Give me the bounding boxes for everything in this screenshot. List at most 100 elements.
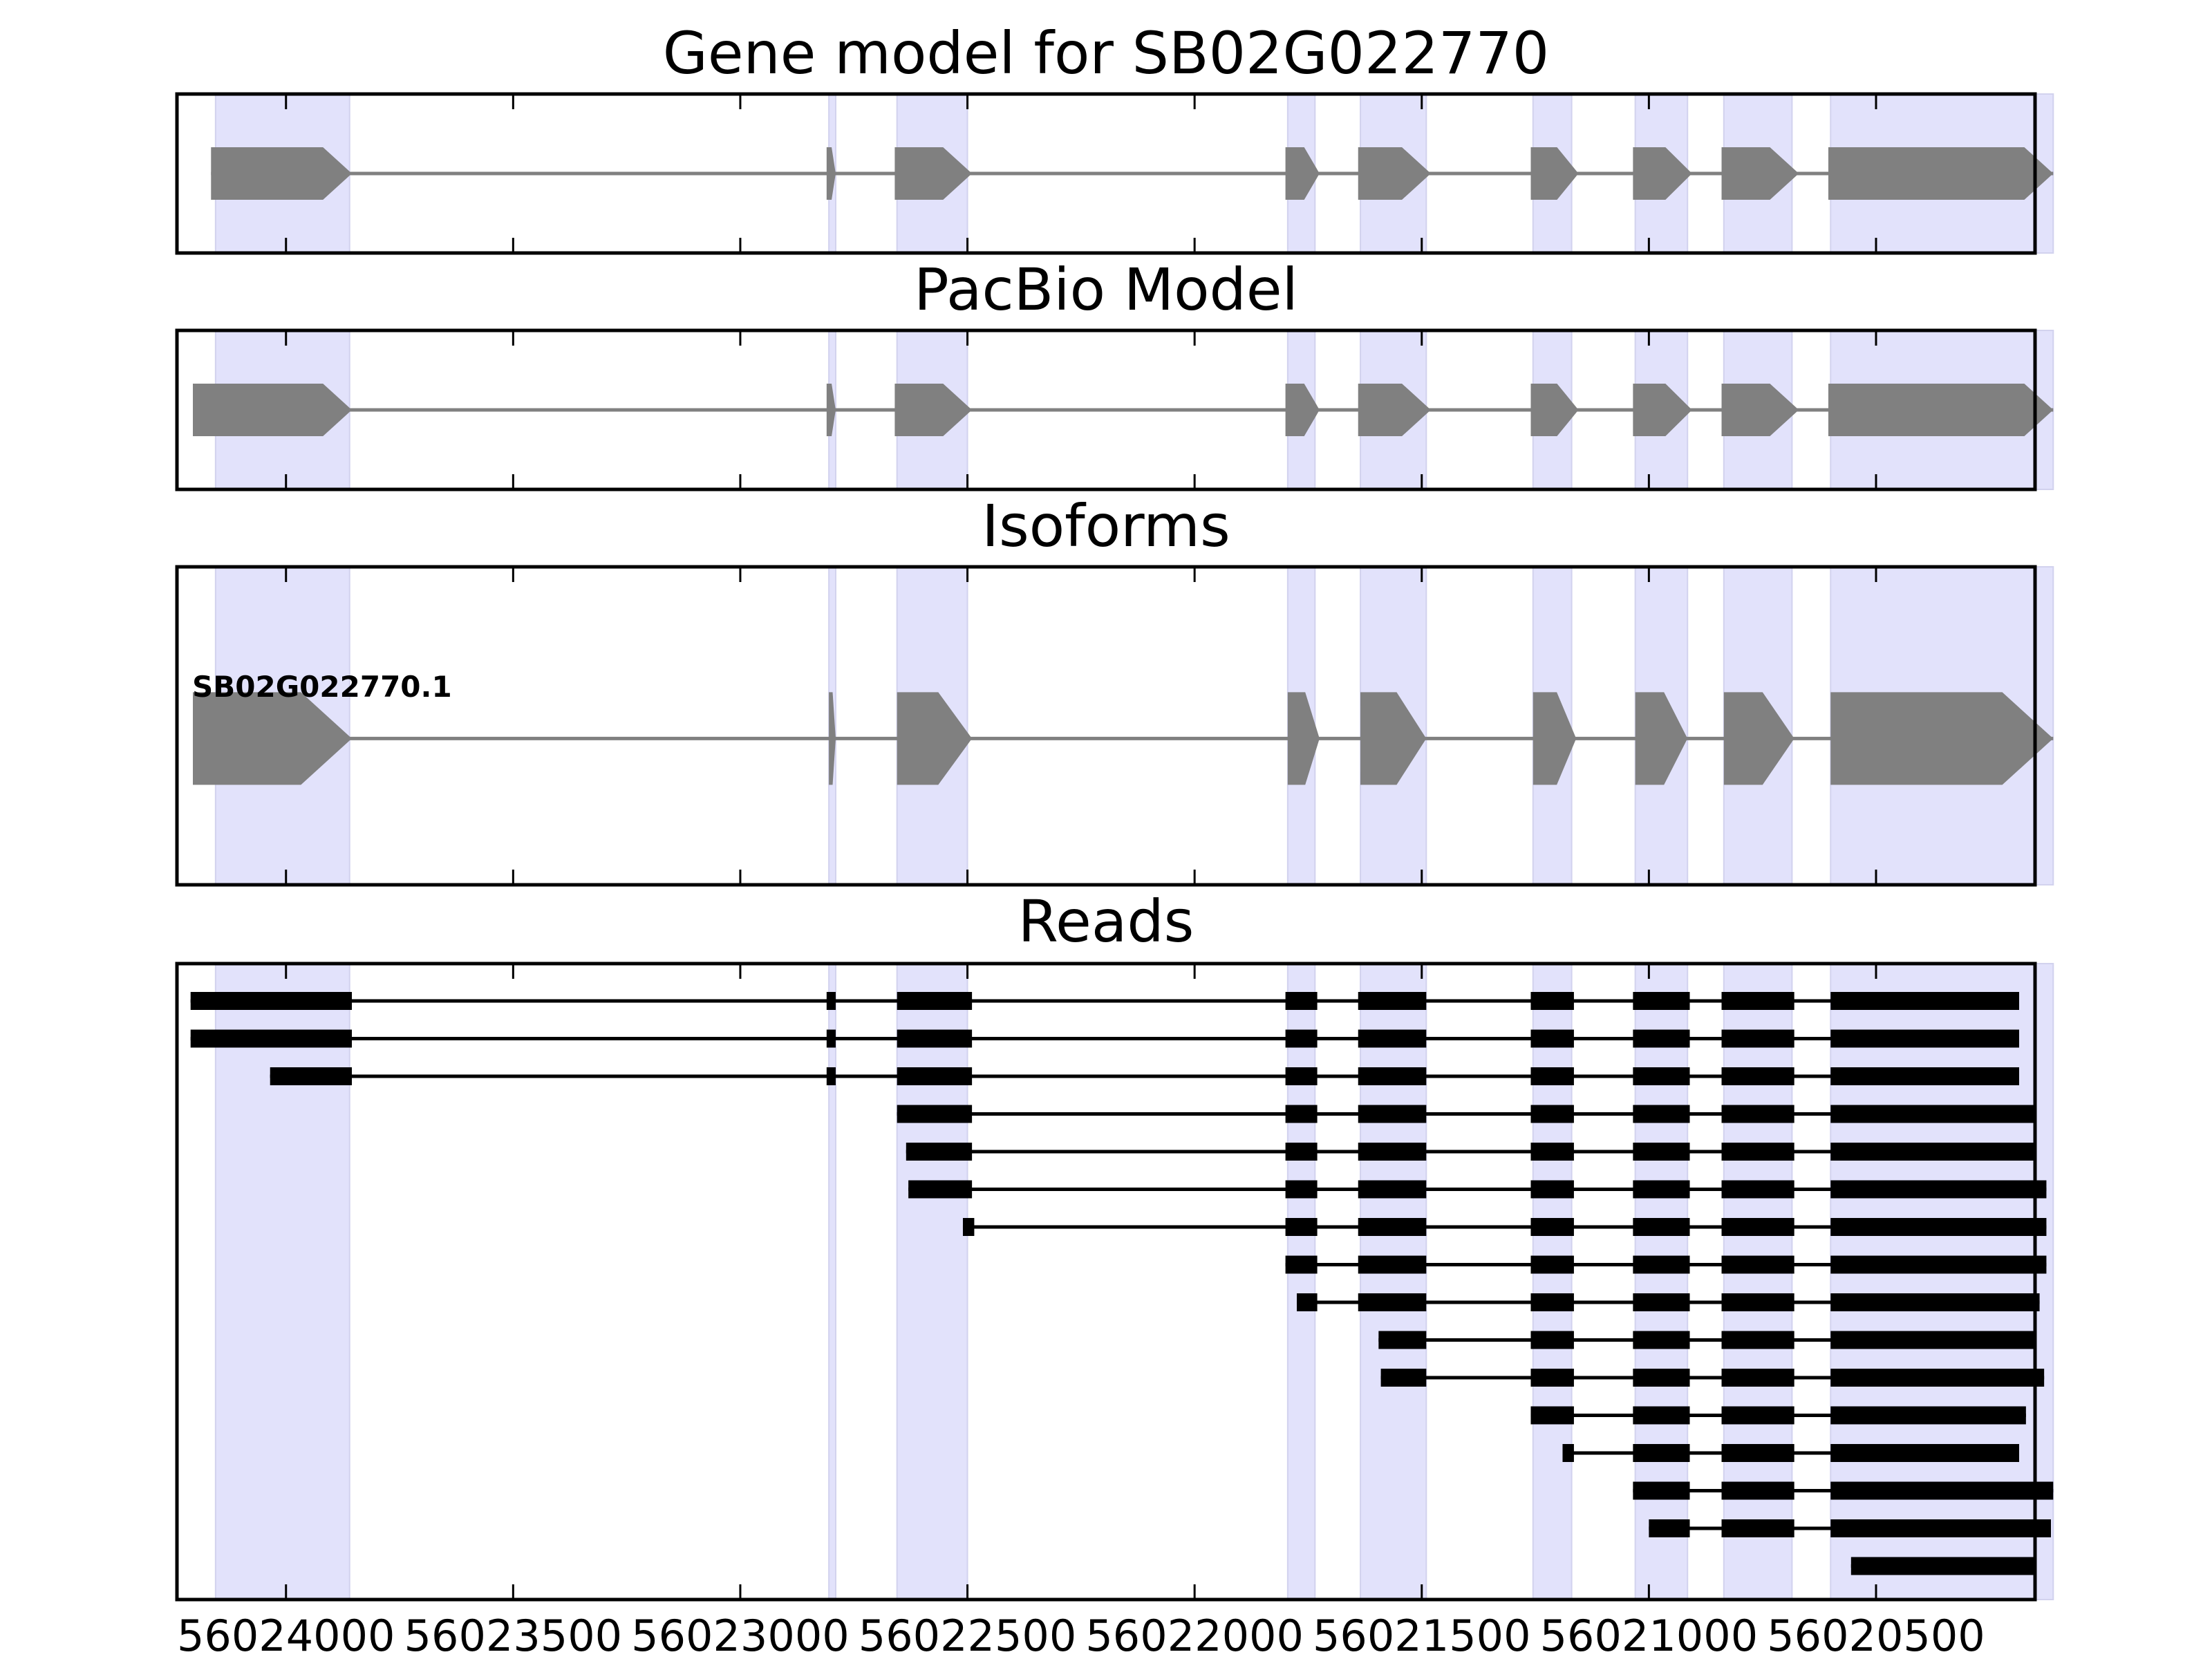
read-block [1530,1067,1574,1085]
read-block [1530,1143,1574,1161]
panel-title-pacbio-model: PacBio Model [914,256,1298,324]
read-block [826,1067,836,1085]
exon-arrow [1360,692,1427,785]
panel-title-gene-model: Gene model for SB02G022770 [663,19,1549,87]
x-tick-label: 56021000 [1540,1611,1759,1659]
read-block [897,1067,973,1085]
read-block [1530,1406,1574,1425]
read-block [1721,1180,1794,1199]
read-block [1378,1331,1427,1349]
read-block [1633,1218,1690,1236]
read-row [1285,1255,2047,1274]
panel-isoforms: SB02G022770.1 [175,565,2054,887]
exon-arrow [1828,147,2054,200]
read-block [1721,1369,1794,1387]
read-block [1633,1029,1690,1048]
read-block [1721,1481,1794,1500]
read-block [190,1029,353,1048]
read-row [962,1218,2047,1236]
exon-arrow [1828,384,2054,436]
x-tick-label: 56021500 [1313,1611,1531,1659]
read-row [190,992,2019,1010]
exon-arrow [897,692,973,785]
read-block [1721,1406,1794,1425]
panel-pacbio-model [175,328,2054,491]
read-block [826,992,836,1010]
read-block [1633,1369,1690,1387]
exon-arrow [894,384,973,436]
read-block [1285,1218,1318,1236]
exon-arrow [1285,384,1320,436]
read-block [1830,1255,2047,1274]
exon-arrow [1358,384,1431,436]
read-row [906,1143,2035,1161]
highlight-band [1360,963,1427,1600]
read-row [1562,1444,2019,1462]
read-block [1721,1293,1794,1311]
read-block [1721,1255,1794,1274]
read-block [962,1218,975,1236]
read-block [1633,992,1690,1010]
exon-arrow [1635,692,1688,785]
read-block [1633,1331,1690,1349]
read-block [1530,1218,1574,1236]
read-block [1830,1180,2047,1199]
exon-arrow [826,147,836,200]
read-block [1649,1519,1690,1537]
read-row [1850,1557,2035,1575]
read-row [908,1180,2047,1199]
read-block [1633,1293,1690,1311]
read-block [1721,992,1794,1010]
read-block [1633,1105,1690,1123]
read-block [1830,1369,2045,1387]
x-tick-label: 56023500 [404,1611,623,1659]
x-tick-label: 56024000 [177,1611,395,1659]
x-tick-label: 56022500 [859,1611,1077,1659]
read-block [1285,1029,1318,1048]
read-block [1530,1369,1574,1387]
read-block [1562,1444,1574,1462]
exon-arrow [1285,147,1320,200]
x-tick-label: 56020500 [1767,1611,1985,1659]
read-row [1297,1293,2040,1311]
read-block [1830,1105,2035,1123]
panel-frame [175,565,2037,887]
read-block [1830,1406,2026,1425]
exon-arrow [1633,147,1692,200]
highlight-band [828,963,836,1600]
read-block [1721,1331,1794,1349]
panel-gene-model [175,92,2054,255]
read-row [190,1029,2019,1048]
read-block [190,992,353,1010]
exon-arrow [1530,147,1579,200]
read-block [1285,1067,1318,1085]
read-block [1285,1255,1318,1274]
x-tick-label: 56023000 [631,1611,850,1659]
read-row [897,1105,2035,1123]
read-block [1358,1218,1427,1236]
read-block [1721,1143,1794,1161]
panel-title-isoforms: Isoforms [982,492,1230,560]
read-block [1285,1143,1318,1161]
highlight-band [1532,963,1573,1600]
highlight-band [1286,963,1316,1600]
read-block [1721,1444,1794,1462]
read-block [897,992,973,1010]
read-block [826,1029,836,1048]
exon-arrow [1530,384,1579,436]
panel-reads [175,962,2054,1602]
read-block [1633,1067,1690,1085]
exon-arrow [826,384,836,436]
exon-arrow [1830,692,2054,785]
read-block [1850,1557,2035,1575]
exon-arrow [1287,692,1320,785]
read-block [1830,1293,2040,1311]
read-block [897,1029,973,1048]
read-block [1830,1519,2052,1537]
x-axis-tick-labels: 56024000 56023500 56023000 56022500 56022000… [177,1611,1985,1659]
read-row [1633,1481,2054,1500]
read-block [906,1143,973,1161]
isoform-label: SB02G022770.1 [192,670,452,704]
panel-title-reads: Reads [1018,888,1194,955]
